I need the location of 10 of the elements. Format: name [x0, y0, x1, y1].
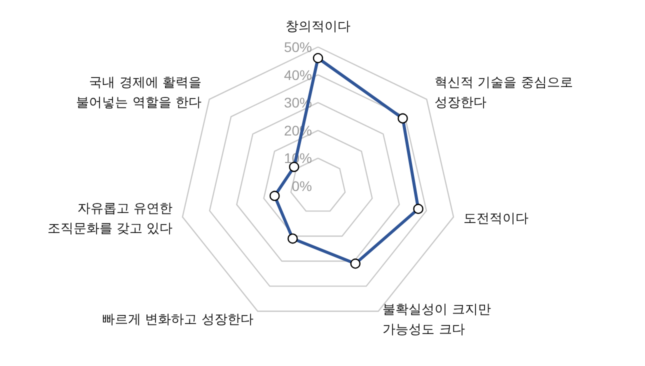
spoke-label: 자유롭고 유연한 조직문화를 갖고 있다 — [47, 202, 173, 237]
spoke-label: 도전적이다 — [463, 212, 528, 227]
spoke-label: 국내 경제에 활력을 불어넣는 역할을 한다 — [76, 76, 202, 111]
spoke-label: 창의적이다 — [286, 20, 350, 34]
y-tick-label: 40% — [284, 66, 312, 83]
y-tick-label: 0% — [292, 178, 312, 194]
y-tick-label: 50% — [284, 39, 312, 55]
spoke-label: 빠르게 변화하고 성장한다 — [102, 312, 254, 328]
spoke-label: 불확실성이 크지만 가능성도 크다 — [382, 302, 491, 338]
spoke-label: 혁신적 기술을 중심으로 성장한다 — [434, 76, 573, 111]
